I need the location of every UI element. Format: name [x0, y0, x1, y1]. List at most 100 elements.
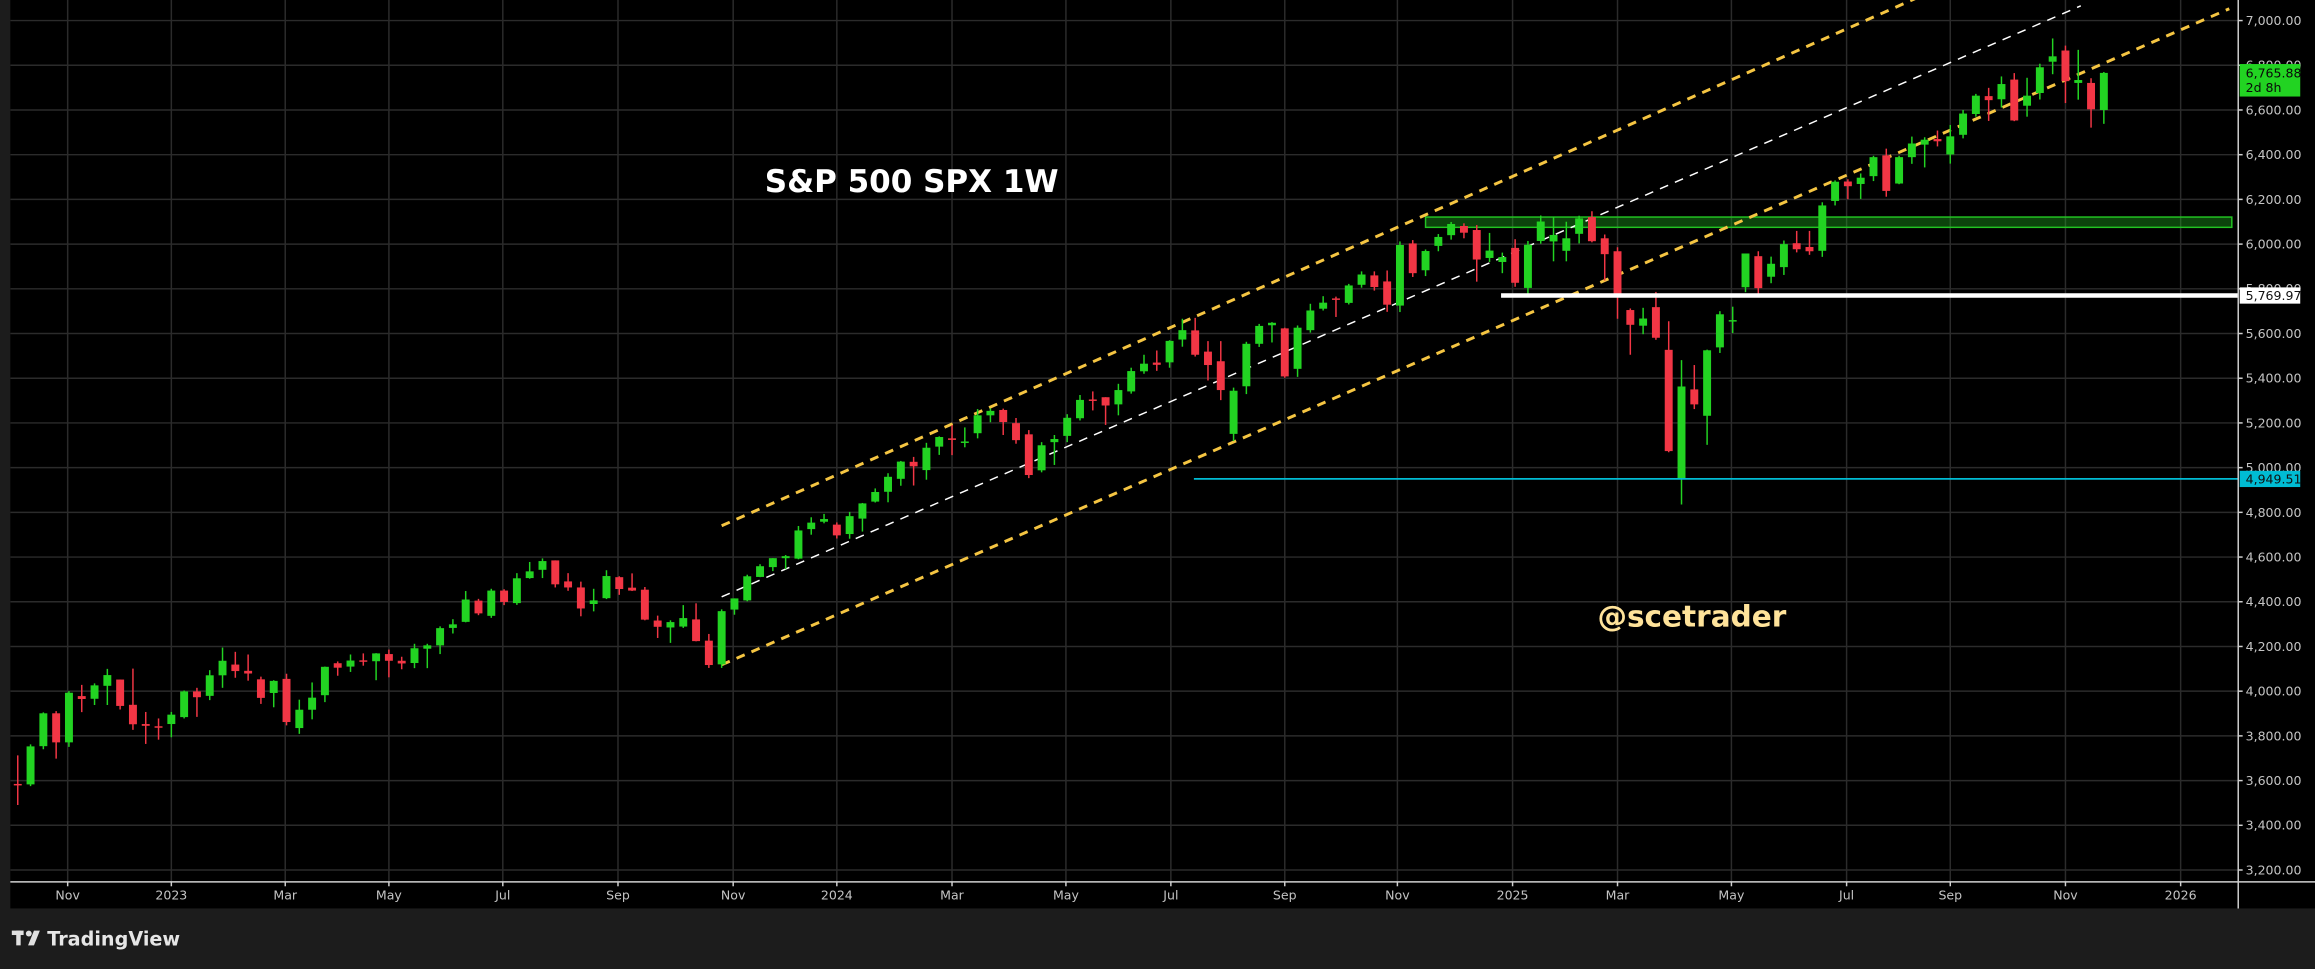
- candle-body: [359, 660, 368, 662]
- candle-body: [128, 704, 137, 725]
- candle-body: [1395, 244, 1404, 306]
- x-tick-label: May: [1053, 888, 1080, 903]
- candle-body: [474, 600, 483, 614]
- candle-body: [384, 654, 393, 661]
- candle-body: [845, 516, 854, 535]
- x-tick-label: Mar: [273, 888, 298, 903]
- candle-body: [1037, 445, 1046, 471]
- level-label: 5,769.97: [2246, 288, 2302, 303]
- candle-body: [1293, 327, 1302, 369]
- candle-body: [986, 410, 995, 416]
- candle-body: [231, 664, 240, 672]
- candle-body: [743, 576, 752, 601]
- candle-body: [1472, 230, 1481, 260]
- candle-body: [1088, 399, 1097, 401]
- x-tick-label: Sep: [606, 888, 630, 903]
- candle-body: [423, 645, 432, 649]
- x-tick-label: 2026: [2165, 888, 2197, 903]
- candle-body: [180, 691, 189, 718]
- candle-body: [1357, 274, 1366, 285]
- x-tick-label: Jul: [1162, 888, 1178, 903]
- candle-body: [1140, 363, 1148, 372]
- y-tick-label: 6,600.00: [2246, 102, 2302, 117]
- candle-body: [1907, 143, 1916, 158]
- candle-body: [1331, 298, 1340, 300]
- candle-body: [576, 587, 585, 609]
- candle-body: [1523, 244, 1532, 288]
- last-price-box: [2239, 64, 2301, 97]
- candle-body: [1933, 139, 1942, 142]
- candle-body: [1639, 318, 1648, 326]
- candle-body: [589, 600, 598, 604]
- candle-body: [2035, 67, 2044, 93]
- y-tick-label: 5,400.00: [2246, 371, 2302, 386]
- candle-body: [1421, 251, 1430, 271]
- candle-body: [832, 524, 841, 536]
- candle-body: [90, 685, 99, 699]
- x-tick-label: Nov: [1385, 888, 1410, 903]
- candle-body: [244, 670, 253, 674]
- candle-body: [1459, 225, 1468, 233]
- axes: 3,200.00 3,400.00 3,600.00 3,800.00 4,000.00…: [55, 13, 2301, 903]
- candle-body: [1178, 330, 1187, 340]
- candle-body: [1024, 434, 1033, 476]
- trend-line: [721, 7, 2230, 667]
- candle-body: [794, 530, 803, 559]
- candle-body: [666, 622, 675, 628]
- logo-slash: [28, 930, 40, 946]
- watermark: @scetrader: [1597, 599, 1786, 633]
- y-tick-label: 4,000.00: [2246, 684, 2302, 699]
- candle-body: [602, 576, 611, 599]
- candle-body: [1626, 310, 1635, 325]
- candle-body: [346, 660, 355, 667]
- candle-body: [820, 519, 829, 522]
- plot-area: [13, 0, 2239, 805]
- candle-body: [1229, 390, 1238, 434]
- candle-body: [1204, 351, 1212, 366]
- candle-body: [77, 696, 86, 699]
- candle-body: [2061, 50, 2070, 82]
- candle-body: [320, 666, 329, 696]
- candle-body: [1383, 281, 1392, 305]
- candle-body: [487, 590, 496, 616]
- candle-body: [410, 648, 419, 664]
- y-tick-label: 3,400.00: [2246, 818, 2302, 833]
- candle-body: [205, 675, 214, 696]
- candle-body: [256, 679, 265, 698]
- candle-body: [692, 619, 701, 642]
- candle-body: [538, 561, 547, 570]
- candle-body: [525, 571, 534, 579]
- candle-body: [103, 675, 112, 686]
- x-tick-label: Nov: [2053, 888, 2078, 903]
- candle-body: [1677, 386, 1686, 479]
- y-tick-label: 6,000.00: [2246, 237, 2302, 252]
- candle-body: [192, 691, 201, 698]
- chart-title: S&P 500 SPX 1W: [765, 164, 1059, 200]
- candle-body: [781, 556, 790, 559]
- candle-body: [730, 598, 739, 610]
- candle-body: [1984, 96, 1993, 101]
- x-tick-label: Nov: [721, 888, 746, 903]
- candle-body: [1767, 263, 1776, 277]
- candle-body: [909, 461, 918, 467]
- candle-body: [640, 589, 649, 620]
- y-tick-label: 4,200.00: [2246, 639, 2302, 654]
- candle-body: [1690, 389, 1699, 405]
- candle-body: [1754, 256, 1763, 289]
- candle-body: [1575, 218, 1584, 234]
- level-label-box: [2239, 287, 2301, 304]
- candle-body: [960, 441, 969, 443]
- brand-name: TradingView: [47, 927, 180, 950]
- bar-countdown: 2d 8h: [2246, 80, 2282, 95]
- candle-body: [1779, 244, 1788, 268]
- candle-body: [333, 663, 342, 668]
- candle-body: [448, 624, 457, 628]
- candle-body: [372, 653, 381, 662]
- candle-body: [1895, 157, 1904, 184]
- candle-body: [884, 476, 892, 492]
- y-tick-label: 3,200.00: [2246, 862, 2302, 877]
- candle-body: [1306, 310, 1315, 331]
- candle-body: [52, 713, 61, 743]
- candle-body: [1319, 302, 1328, 309]
